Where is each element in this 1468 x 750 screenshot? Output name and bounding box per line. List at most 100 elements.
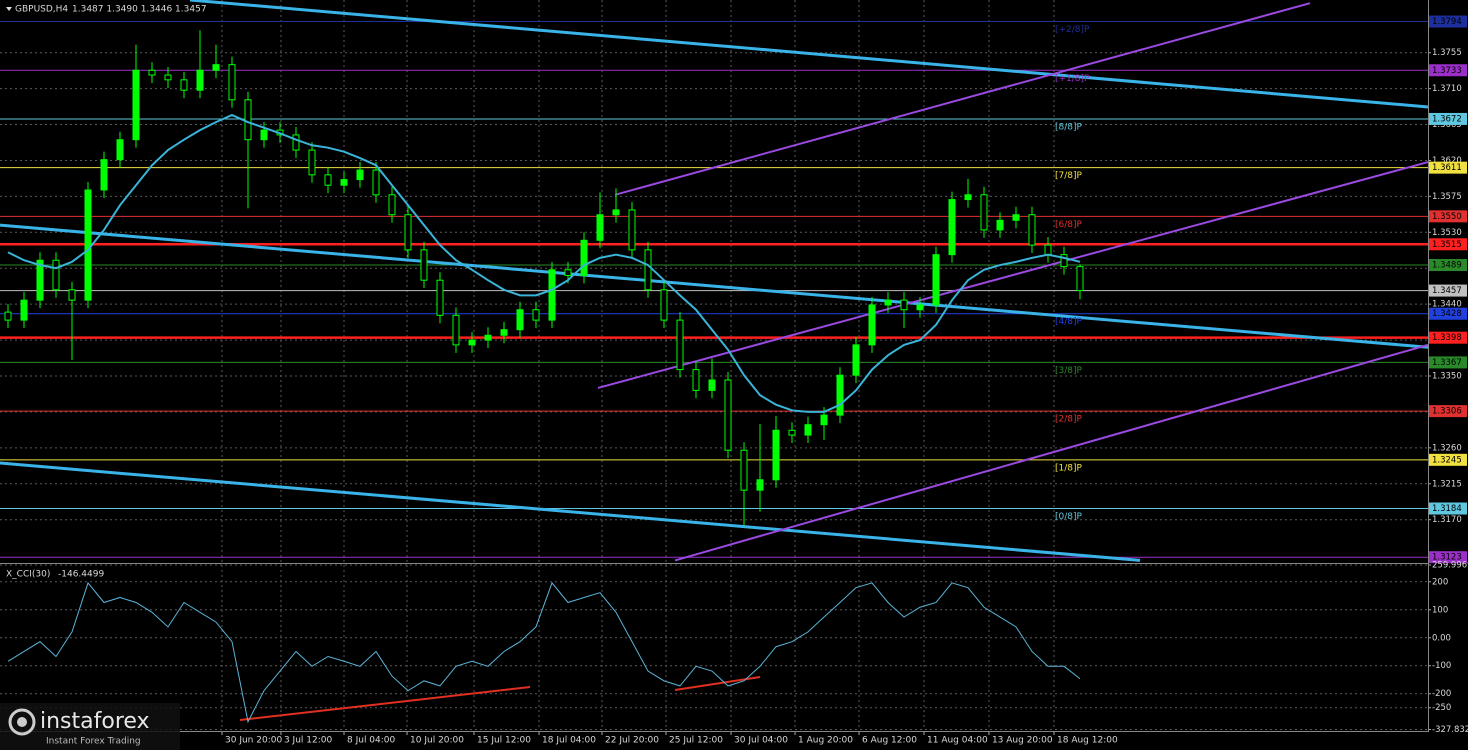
price-tag-box [1429,551,1467,564]
candle-body [180,79,188,91]
candle-body [100,159,108,191]
price-tag-box [1429,238,1467,251]
candle-body [388,194,396,216]
y-tick-label: 1.3170 [1432,515,1462,525]
trend-line [189,0,1429,109]
price-tag: 1.3398 [1432,333,1462,343]
price-tag-box [1429,284,1467,297]
level-tag: [6/8]P [1055,220,1083,230]
x-tick-label: 18 Jul 04:00 [542,736,596,746]
watermark-name: instaforex [40,709,150,734]
candle-body [708,379,716,391]
candle-body [772,429,780,481]
candle-body [628,209,636,251]
trend-line [239,686,531,721]
y-tick-label: -250 [1432,703,1451,713]
price-tag: 1.3123 [1432,553,1462,563]
x-tick-label: 3 Jul 12:00 [284,736,333,746]
candle-body [1076,266,1084,292]
level-tag: [4/8]P [1055,317,1083,327]
price-tag: 1.3489 [1432,261,1462,271]
candle-body [132,69,140,141]
price-tag-box [1429,210,1467,223]
candle-body [4,311,12,321]
panel-subtitle: 1.3487 1.3490 1.3446 1.3457 [72,5,207,15]
price-tag-box [1429,453,1467,466]
trend-line [614,2,1311,196]
candle-body [532,309,540,321]
candle-body [212,64,220,71]
candle-body [612,209,620,216]
watermark: instaforex Instant Forex Trading [0,703,180,750]
price-tag: 1.3184 [1432,504,1462,514]
candle-body [916,304,924,311]
price-tag-box [1429,405,1467,418]
candle-body [116,139,124,161]
y-tick-label: 100 [1432,605,1448,615]
level-tag: [7/8]P [1055,171,1083,181]
candle-body [52,259,60,291]
candle-body [852,344,860,376]
candle-body [468,339,476,346]
x-tick-label: 15 Jul 12:00 [477,736,531,746]
candle-body [980,194,988,231]
candle-body [644,249,652,291]
candle-body [484,334,492,341]
x-tick-label: 30 Jul 04:00 [734,736,788,746]
candle-body [1044,244,1052,256]
candle-body [676,319,684,371]
candle-body [548,269,556,321]
candle-body [932,254,940,306]
candle-body [868,304,876,346]
candle-body [804,424,812,436]
candle-body [1012,214,1020,221]
price-tag: 1.3733 [1432,66,1462,76]
watermark-bg [0,703,180,750]
x-tick-label: 13 Aug 20:00 [992,736,1053,746]
candle-body [404,214,412,251]
y-tick-label: 200 [1432,577,1448,587]
x-tick-label: 22 Jul 20:00 [605,736,659,746]
candle-body [324,174,332,186]
x-tick-label: 30 Jun 20:00 [225,736,282,746]
price-tag: 1.3428 [1432,309,1462,319]
price-tag: 1.3457 [1432,286,1462,296]
price-tag-box [1429,64,1467,77]
y-tick-label: 1.3215 [1432,479,1462,489]
candle-body [724,379,732,451]
menu-arrow[interactable] [6,7,12,11]
candle-body [36,259,44,301]
level-tag: [+1/8]P [1055,74,1090,84]
candle-body [148,69,156,76]
x-tick-label: 25 Jul 12:00 [669,736,723,746]
candle-body [260,129,268,141]
watermark-logo-core [17,717,27,727]
level-tag: [0/8]P [1055,512,1083,522]
moving-average [7,113,1081,413]
level-tag: [2/8]P [1055,415,1083,425]
trend-line [0,461,1141,562]
candle-body [308,149,316,176]
candle-body [228,64,236,101]
price-tag: 1.3672 [1432,114,1462,124]
y-tick-label: 1.3440 [1432,300,1462,310]
price-tag-box [1429,112,1467,125]
price-tag-box [1429,356,1467,369]
candle-body [356,169,364,181]
x-tick-label: 8 Jul 04:00 [347,736,396,746]
price-tag-box [1429,331,1467,344]
candle-body [340,179,348,186]
candle-body [436,279,444,316]
y-tick-label: 1.3350 [1432,371,1462,381]
trend-line [674,343,1429,562]
x-tick-label: 11 Aug 04:00 [927,736,988,746]
candle-body [196,69,204,91]
level-tag: [3/8]P [1055,366,1083,376]
x-tick-label: 10 Jul 20:00 [410,736,464,746]
y-tick-label: 0.00 [1432,633,1451,643]
x-tick-label: 18 Aug 12:00 [1057,736,1118,746]
candle-body [884,299,892,306]
candle-body [164,74,172,81]
candle-body [1028,214,1036,246]
